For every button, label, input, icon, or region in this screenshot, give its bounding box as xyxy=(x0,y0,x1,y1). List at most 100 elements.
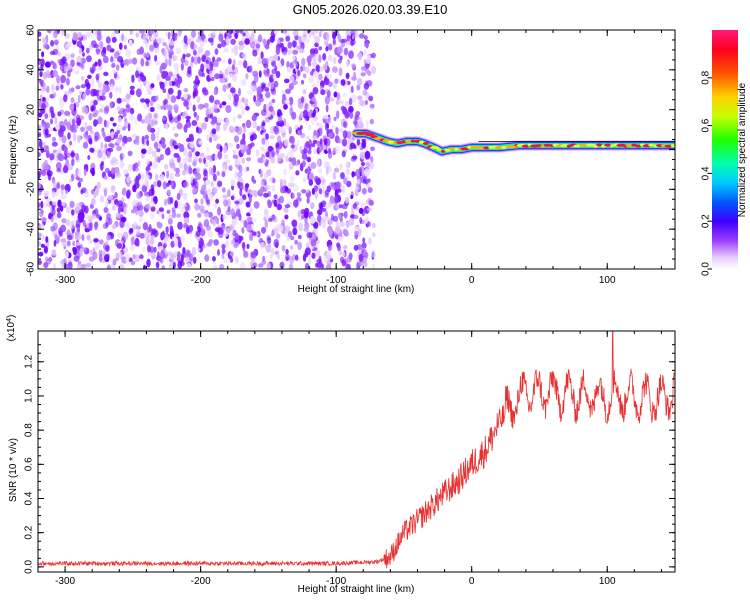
noise-blob xyxy=(169,162,176,169)
noise-blob xyxy=(219,263,225,269)
signal-hotspot xyxy=(635,144,642,148)
noise-blob xyxy=(65,158,69,167)
noise-blob xyxy=(97,149,103,159)
noise-blob xyxy=(127,164,133,172)
noise-blob xyxy=(172,236,176,242)
noise-blob xyxy=(351,155,358,160)
noise-blob xyxy=(230,87,236,94)
noise-blob xyxy=(103,207,108,213)
noise-blob xyxy=(328,54,333,62)
noise-blob xyxy=(225,240,229,249)
noise-blob xyxy=(212,173,217,182)
noise-blob xyxy=(107,147,114,153)
noise-blob xyxy=(112,69,116,74)
signal-hotspot xyxy=(405,140,412,144)
noise-blob xyxy=(276,135,282,144)
noise-blob xyxy=(109,101,113,109)
noise-blob xyxy=(122,153,125,159)
noise-blob xyxy=(221,84,227,92)
figure-title: GN05.2026.020.03.39.E10 xyxy=(293,2,448,17)
noise-blob xyxy=(88,113,93,121)
noise-blob xyxy=(332,38,336,45)
noise-blob xyxy=(151,150,157,157)
noise-blob xyxy=(298,35,302,45)
noise-blob xyxy=(66,64,72,70)
signal-hotspot xyxy=(422,142,429,145)
noise-blob xyxy=(272,34,276,42)
noise-blob xyxy=(313,185,319,192)
noise-blob xyxy=(295,170,300,176)
noise-blob xyxy=(156,222,163,229)
noise-blob xyxy=(242,133,246,141)
noise-blob xyxy=(339,100,344,105)
noise-blob xyxy=(357,121,364,130)
noise-blob xyxy=(315,248,321,257)
noise-blob xyxy=(289,256,294,264)
noise-blob xyxy=(234,200,240,205)
noise-blob xyxy=(56,207,61,213)
noise-blob xyxy=(174,200,179,209)
noise-blob xyxy=(45,145,50,154)
noise-blob xyxy=(313,47,319,55)
noise-blob xyxy=(232,154,239,160)
noise-blob xyxy=(262,255,266,262)
noise-blob xyxy=(38,171,41,180)
noise-blob xyxy=(231,48,236,53)
noise-blob xyxy=(38,190,42,196)
noise-blob xyxy=(216,117,222,124)
noise-blob xyxy=(149,246,155,254)
noise-blob xyxy=(221,171,226,178)
noise-blob xyxy=(168,80,173,87)
colorbar: 0.0 0.2 0.4 0.6 0.8 Normalized spectral ampl… xyxy=(701,30,748,276)
noise-blob xyxy=(153,30,157,33)
snr-scale-label: (x104) xyxy=(6,315,18,342)
noise-blob xyxy=(132,133,137,138)
noise-blob xyxy=(128,39,133,47)
noise-blob xyxy=(185,226,190,235)
noise-blob xyxy=(263,192,269,198)
noise-blob xyxy=(161,265,165,269)
noise-blob xyxy=(74,231,80,236)
noise-blob xyxy=(129,89,135,96)
noise-blob xyxy=(288,83,294,91)
noise-blob xyxy=(80,57,86,64)
noise-blob xyxy=(112,223,117,230)
noise-blob xyxy=(350,85,354,93)
noise-blob xyxy=(103,119,107,128)
noise-blob xyxy=(182,192,188,201)
noise-blob xyxy=(188,133,194,139)
noise-blob xyxy=(38,241,42,247)
noise-blob xyxy=(277,154,282,162)
noise-blob xyxy=(318,46,323,51)
noise-blob xyxy=(183,93,188,100)
noise-blob xyxy=(203,102,209,109)
noise-blob xyxy=(289,107,294,116)
noise-blob xyxy=(87,134,92,144)
noise-blob xyxy=(292,30,299,36)
noise-blob xyxy=(65,219,71,227)
noise-blob xyxy=(228,165,233,172)
noise-blob xyxy=(186,263,192,268)
noise-blob xyxy=(241,96,245,103)
noise-blob xyxy=(160,62,167,70)
noise-blob xyxy=(52,92,57,98)
noise-blob xyxy=(53,262,56,269)
noise-blob xyxy=(252,262,258,268)
noise-blob xyxy=(285,35,291,42)
noise-blob xyxy=(48,30,52,34)
snr-axes: -300 -200 -100 0 100 0.0 0.2 0.4 0.6 0.8 1.0 1.2 xyxy=(24,331,675,587)
noise-blob xyxy=(328,147,332,154)
noise-blob xyxy=(152,228,157,235)
noise-blob xyxy=(269,76,273,84)
noise-blob xyxy=(287,41,293,49)
noise-blob xyxy=(116,242,123,249)
spectrogram-ylabel: Frequency (Hz) xyxy=(8,116,19,185)
noise-blob xyxy=(356,178,361,185)
noise-blob xyxy=(337,188,342,193)
noise-blob xyxy=(345,40,352,46)
noise-blob xyxy=(301,152,308,160)
noise-blob xyxy=(245,119,252,129)
noise-blob xyxy=(169,254,175,261)
noise-blob xyxy=(323,160,328,169)
